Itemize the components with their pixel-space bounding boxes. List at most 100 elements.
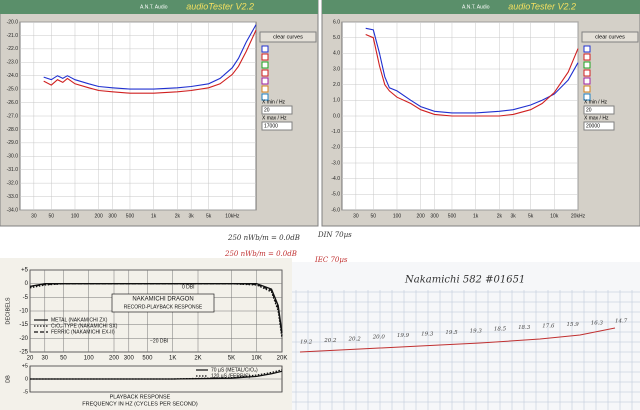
note: 250 nWb/m = 0.0dB [224, 250, 297, 258]
x-tick-label: 50 [371, 213, 377, 219]
chart-title: PLAYBACK RESPONSE [110, 394, 171, 400]
paper-reading: 20.2 [323, 338, 337, 344]
y-tick-label: -4.0 [331, 176, 340, 182]
x-tick-label: 200 [94, 213, 103, 219]
title-bar [322, 0, 640, 14]
y-tick-label: 5.0 [333, 35, 340, 41]
curve-checkbox[interactable] [583, 61, 591, 69]
x-tick-label: 1K [169, 356, 176, 362]
series-line [365, 33, 579, 117]
x-tick-label: 10K [251, 356, 262, 362]
series-line [365, 27, 579, 114]
y-tick-label: -26.0 [7, 100, 19, 106]
curve-checkbox[interactable] [261, 53, 269, 61]
input[interactable] [583, 105, 615, 115]
curve-checkbox[interactable] [583, 85, 591, 93]
button-label: clear curves [595, 34, 625, 40]
x-tick-label: 5k [206, 213, 212, 219]
curve-checkbox[interactable] [261, 61, 269, 69]
y-tick-label: -29.0 [7, 140, 19, 146]
y-tick-label: -34.0 [7, 207, 19, 213]
paper-reading: 19.9 [397, 333, 410, 339]
x-tick-label: 3k [511, 213, 517, 219]
y-tick-label: -25 [19, 350, 28, 356]
x-tick-label: 10kHz [225, 213, 240, 219]
curve-checkbox[interactable] [583, 93, 591, 101]
legend-label: FERRIC (NAKAMICHI EX-II) [51, 329, 115, 335]
x-tick-label: 20kHz [571, 213, 586, 219]
input[interactable] [261, 121, 293, 131]
y-tick-label: -31.0 [7, 167, 19, 173]
curve-checkbox[interactable] [583, 53, 591, 61]
paper-reading: 16.3 [591, 320, 604, 326]
x-tick-label: 1k [473, 213, 479, 219]
curve-checkbox[interactable] [261, 77, 269, 85]
paper-reading: 19.2 [300, 340, 313, 346]
scan-sheet [0, 258, 292, 410]
y-tick-label: 2.0 [333, 82, 340, 88]
curve-checkbox[interactable] [261, 45, 269, 53]
y-tick-label: -2.0 [331, 145, 340, 151]
y-tick-label: -3.0 [331, 160, 340, 166]
x-tick-label: 100 [393, 213, 402, 219]
input[interactable] [583, 121, 615, 131]
vendor: A.N.T. Audio [462, 4, 490, 10]
field-label: X min / Hz [262, 99, 286, 105]
curve-checkbox[interactable] [261, 69, 269, 77]
input-value: 20 [586, 107, 592, 113]
y-tick-label: -15 [19, 322, 28, 328]
series-line [30, 369, 283, 380]
input[interactable] [261, 105, 293, 115]
x-tick-label: 2K [194, 356, 201, 362]
series-line [43, 24, 257, 90]
x-tick-label: 30 [353, 213, 359, 219]
input-value: 20000 [586, 123, 600, 129]
y-tick-label: 6.0 [333, 19, 340, 25]
y-tick-label: 3.0 [333, 66, 340, 72]
y-tick-label: -1.0 [331, 129, 340, 135]
title-bar [0, 0, 318, 14]
y-tick-label: 0 [25, 376, 28, 382]
vendor: A.N.T. Audio [140, 4, 168, 10]
annotation: −20 DBI [150, 338, 168, 344]
paper-reading: 18.3 [518, 325, 531, 331]
y-tick-label: 0 [25, 281, 29, 287]
x-tick-label: 50 [60, 356, 67, 362]
y-tick-label: -32.0 [7, 180, 19, 186]
note: 250 nWb/m = 0.0dB [227, 234, 300, 242]
x-tick-label: 30 [41, 356, 48, 362]
x-tick-label: 500 [448, 213, 457, 219]
button[interactable] [259, 31, 317, 43]
x-tick-label: 3k [189, 213, 195, 219]
x-tick-label: 100 [84, 356, 95, 362]
x-tick-label: 200 [416, 213, 425, 219]
field-label: X min / Hz [584, 99, 608, 105]
x-tick-label: 500 [126, 213, 135, 219]
y-tick-label: -33.0 [7, 194, 19, 200]
window-title: audioTester V2.2 [508, 1, 576, 11]
curve-checkbox[interactable] [261, 85, 269, 93]
x-tick-label: 5K [228, 356, 235, 362]
chart-title: NAKAMICHI DRAGON [132, 297, 193, 303]
curve-checkbox[interactable] [583, 69, 591, 77]
x-tick-label: 200 [109, 356, 120, 362]
y-tick-label: 4.0 [333, 51, 340, 57]
curve-checkbox[interactable] [583, 77, 591, 85]
y-tick-label: -20.0 [7, 19, 19, 25]
x-tick-label: 500 [142, 356, 153, 362]
paper-reading: 19.5 [445, 330, 458, 336]
chart-subtitle: RECORD-PLAYBACK RESPONSE [124, 304, 203, 310]
button[interactable] [581, 31, 639, 43]
curve-checkbox[interactable] [583, 45, 591, 53]
paper-reading: 19.3 [421, 332, 434, 338]
x-tick-label: 5k [528, 213, 534, 219]
series-line [29, 283, 283, 336]
y-tick-label: 1.0 [333, 98, 340, 104]
y-tick-label: -20 [19, 336, 28, 342]
y-tick-label: -5 [23, 295, 29, 301]
series-line [43, 29, 257, 94]
field-label: X max / Hz [584, 115, 609, 121]
y-tick-label: -21.0 [7, 33, 19, 39]
y-tick-label: -6.0 [331, 207, 340, 213]
curve-checkbox[interactable] [261, 93, 269, 101]
